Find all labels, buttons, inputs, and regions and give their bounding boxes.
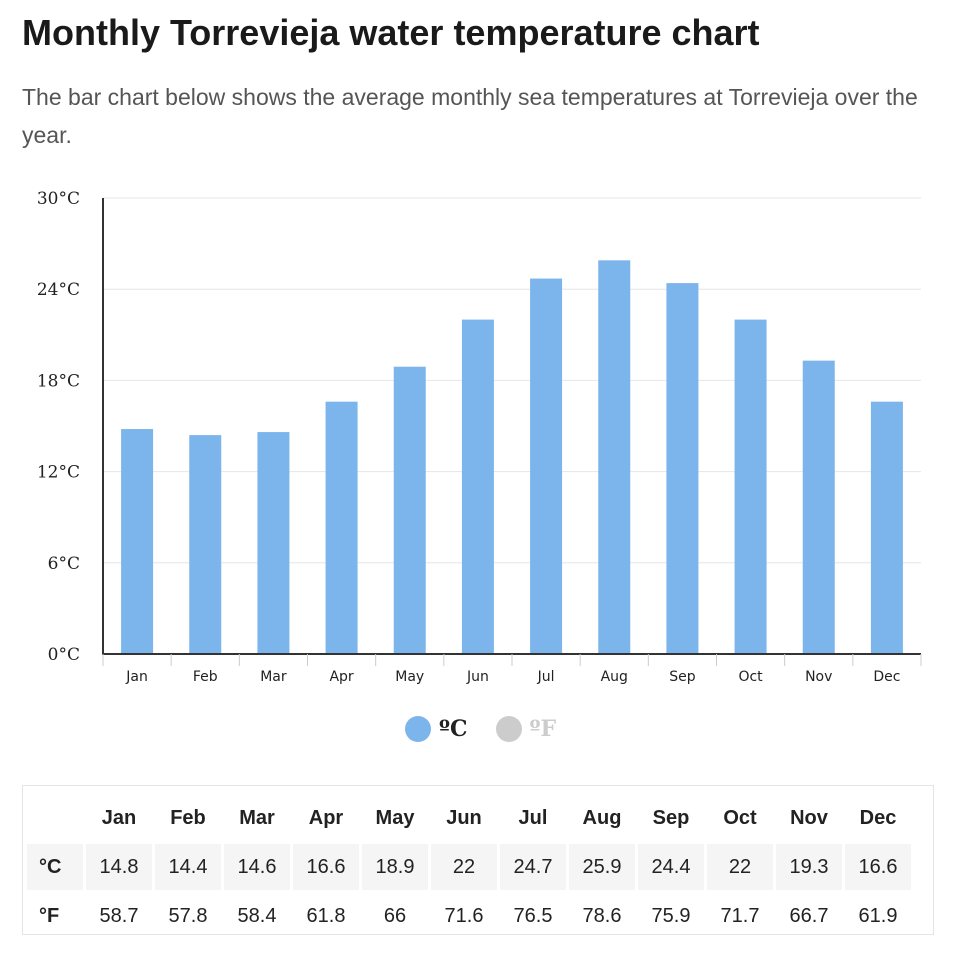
bar-nov [802,360,835,654]
bar-jan [121,429,154,654]
table-cell: 18.9 [362,844,428,890]
y-tick-label: 0°C [48,645,80,665]
temperature-table-container: Jan Feb Mar Apr May Jun Jul Aug Sep Oct … [22,785,934,935]
x-tick-label: Oct [738,669,763,685]
table-cell: 57.8 [168,904,208,927]
x-tick-label: Dec [873,669,900,685]
legend-fahrenheit-label: ºF [529,716,557,742]
table-row-label: °C [27,844,83,890]
page-title: Monthly Torrevieja water temperature cha… [22,12,760,53]
x-tick-label: Feb [193,669,218,685]
table-cell: 24.7 [500,844,566,890]
bar-jun [461,319,494,654]
table-corner-cell [27,795,83,841]
table-header-cell: Feb [170,806,206,829]
table-cell: 24.4 [638,844,704,890]
x-tick-label: Aug [601,669,628,685]
table-cell: 14.4 [155,844,221,890]
table-cell: 14.6 [224,844,290,890]
bar-feb [189,435,222,654]
temperature-bar-chart: 0°C 6°C 12°C 18°C 24°C 30°C Jan Feb Mar Apr May Jun… [37,189,922,685]
x-tick-label: Jul [537,669,555,685]
table-header-cell: Jun [446,806,482,829]
bar-sep [666,283,699,654]
y-tick-label: 24°C [37,280,80,300]
table-header-cell: Nov [790,806,828,829]
table-cell: 75.9 [651,904,691,927]
table-cell: 22 [431,844,497,890]
x-tick-label: May [395,669,424,685]
bar-dec [870,401,903,654]
bar-jul [530,278,563,654]
x-tick-label: Jun [466,669,489,685]
x-tick-label: Apr [329,669,353,685]
table-cell: 61.8 [306,904,346,927]
table-row-celsius: °C 14.8 14.4 14.6 16.6 18.9 22 24.7 25.9… [27,844,911,890]
table-cell: 71.7 [720,904,760,927]
table-cell: 22 [707,844,773,890]
table-header-cell: Sep [652,806,690,829]
table-cell: 66 [383,904,407,927]
x-tick-label: Nov [805,669,832,685]
table-header-cell: Jan [101,806,137,829]
legend-fahrenheit-marker [495,716,522,742]
table-header-cell: Oct [723,806,757,829]
table-cell: 58.7 [99,904,139,927]
chart-legend: ºC ºF [405,716,584,742]
x-tick-label: Jan [125,669,148,685]
table-header-cell: May [375,806,415,829]
table-header-row: Jan Feb Mar Apr May Jun Jul Aug Sep Oct … [27,795,911,841]
legend-item-celsius[interactable]: ºC [405,716,468,742]
table-header-cell: Mar [239,806,275,829]
table-cell: 78.6 [582,904,622,927]
y-tick-label: 18°C [37,371,80,391]
legend-item-fahrenheit[interactable]: ºF [495,716,557,742]
bar-mar [257,432,290,654]
table-cell: 61.9 [858,904,898,927]
y-tick-label: 12°C [37,463,80,483]
page-subtitle: The bar chart below shows the average mo… [22,84,918,148]
table-header-cell: Aug [582,806,622,829]
bar-aug [598,260,631,654]
bar-apr [325,401,358,654]
table-cell: 58.4 [237,904,277,927]
bar-oct [734,319,767,654]
table-cell: 76.5 [513,904,553,927]
x-tick-label: Mar [260,669,287,685]
y-tick-label: 6°C [48,554,80,574]
y-tick-label: 30°C [37,189,80,209]
temperature-table: Jan Feb Mar Apr May Jun Jul Aug Sep Oct … [24,792,914,942]
table-row-fahrenheit: °F 58.7 57.8 58.4 61.8 66 71.6 76.5 78.6… [27,893,911,939]
legend-celsius-label: ºC [439,716,468,742]
table-cell: 71.6 [444,904,484,927]
x-tick-label: Sep [669,669,696,685]
table-row-label: °F [39,904,60,927]
table-cell: 14.8 [86,844,152,890]
table-header-cell: Jul [518,806,548,829]
table-header-cell: Dec [859,806,897,829]
legend-celsius-marker [405,716,431,742]
table-cell: 19.3 [776,844,842,890]
table-cell: 16.6 [293,844,359,890]
table-cell: 25.9 [569,844,635,890]
table-cell: 66.7 [789,904,829,927]
table-cell: 16.6 [845,844,911,890]
bar-may [393,366,426,654]
table-header-cell: Apr [308,806,344,829]
